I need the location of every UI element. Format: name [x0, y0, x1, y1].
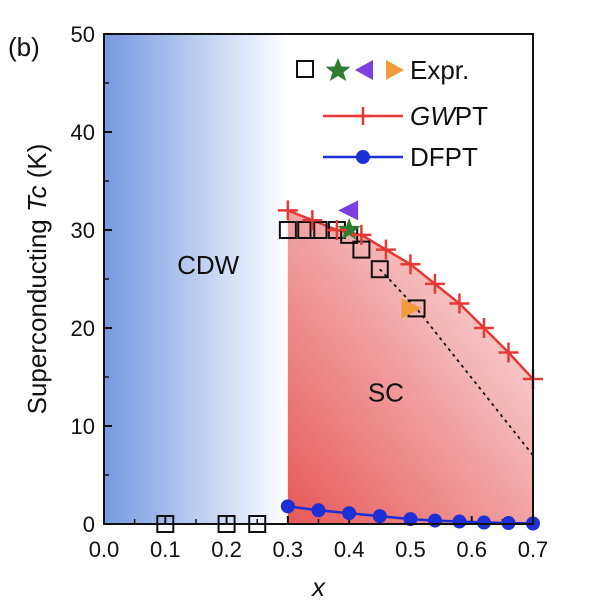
legend-left-triangle-marker: [355, 60, 373, 80]
dfpt-circle-point: [403, 512, 418, 527]
legend-expr: Expr.: [296, 55, 469, 85]
x-tick-label: 0.1: [150, 537, 181, 562]
dfpt-circle-point: [280, 499, 295, 514]
x-tick-label: 0.4: [334, 537, 365, 562]
legend-right-triangle-marker: [386, 60, 404, 80]
cdw-label: CDW: [177, 250, 240, 280]
legend-dfpt-circle-marker: [356, 150, 370, 164]
dfpt-circle-point: [342, 506, 357, 521]
dfpt-circle-point: [452, 514, 467, 529]
expr-square-point: [370, 260, 389, 279]
dfpt-circle-point: [311, 503, 326, 518]
dfpt-circle-point: [372, 509, 387, 524]
x-tick-label: 0.5: [395, 537, 426, 562]
y-axis-label-symbol: Tc: [22, 186, 52, 213]
cdw-region: [104, 34, 288, 524]
legend-gwpt-label-rest: PT: [455, 101, 488, 131]
plot-frame: [103, 33, 534, 525]
y-tick-label: 50: [71, 22, 95, 47]
sc-label: SC: [368, 378, 404, 408]
y-tick-label: 0: [83, 512, 95, 537]
expr-square-point: [309, 221, 328, 239]
x-tick-label: 0.7: [518, 537, 549, 562]
legend-dfpt: DFPT: [323, 142, 478, 172]
expr-square-point: [297, 221, 316, 239]
legend-star-marker: [325, 58, 351, 81]
phase-regions: [104, 34, 533, 524]
x-tick-label: 0.0: [89, 537, 120, 562]
legend: Expr. GWPT DFPT: [296, 55, 488, 172]
y-axis-label-prefix: Superconducting: [22, 212, 52, 414]
x-axis-ticks: 0.0 0.1 0.2 0.3 0.4 0.5 0.6 0.7: [89, 516, 549, 562]
y-axis-ticks: 0 10 20 30 40 50: [71, 22, 112, 537]
y-tick-label: 10: [71, 414, 95, 439]
legend-expr-label: Expr.: [410, 55, 469, 85]
x-tick-label: 0.6: [456, 537, 487, 562]
dfpt-circle-point: [427, 513, 442, 528]
y-axis-label-unit: (K): [22, 144, 52, 186]
y-axis-label: Superconducting Tc (K): [22, 144, 52, 415]
expr-square-point: [278, 221, 297, 239]
legend-gwpt: GWPT: [323, 101, 488, 131]
x-tick-label: 0.2: [211, 537, 242, 562]
y-tick-label: 20: [71, 316, 95, 341]
expr-star-point: [337, 218, 361, 240]
expr-right-triangle-point: [401, 298, 422, 319]
expr-left-triangle-point: [338, 200, 359, 221]
legend-gwpt-label-italic: GW: [410, 101, 457, 131]
y-tick-label: 30: [71, 218, 95, 243]
dfpt-series-line: [287, 505, 533, 524]
x-axis-label: x: [310, 572, 326, 602]
legend-dfpt-label: DFPT: [410, 142, 478, 172]
dfpt-circle-point: [476, 515, 491, 530]
legend-gwpt-label: GWPT: [410, 101, 488, 131]
y-tick-label: 40: [71, 120, 95, 145]
panel-label: (b): [8, 32, 40, 62]
x-tick-label: 0.3: [273, 537, 304, 562]
legend-open-square-marker: [296, 60, 314, 78]
sc-region: [287, 210, 533, 524]
